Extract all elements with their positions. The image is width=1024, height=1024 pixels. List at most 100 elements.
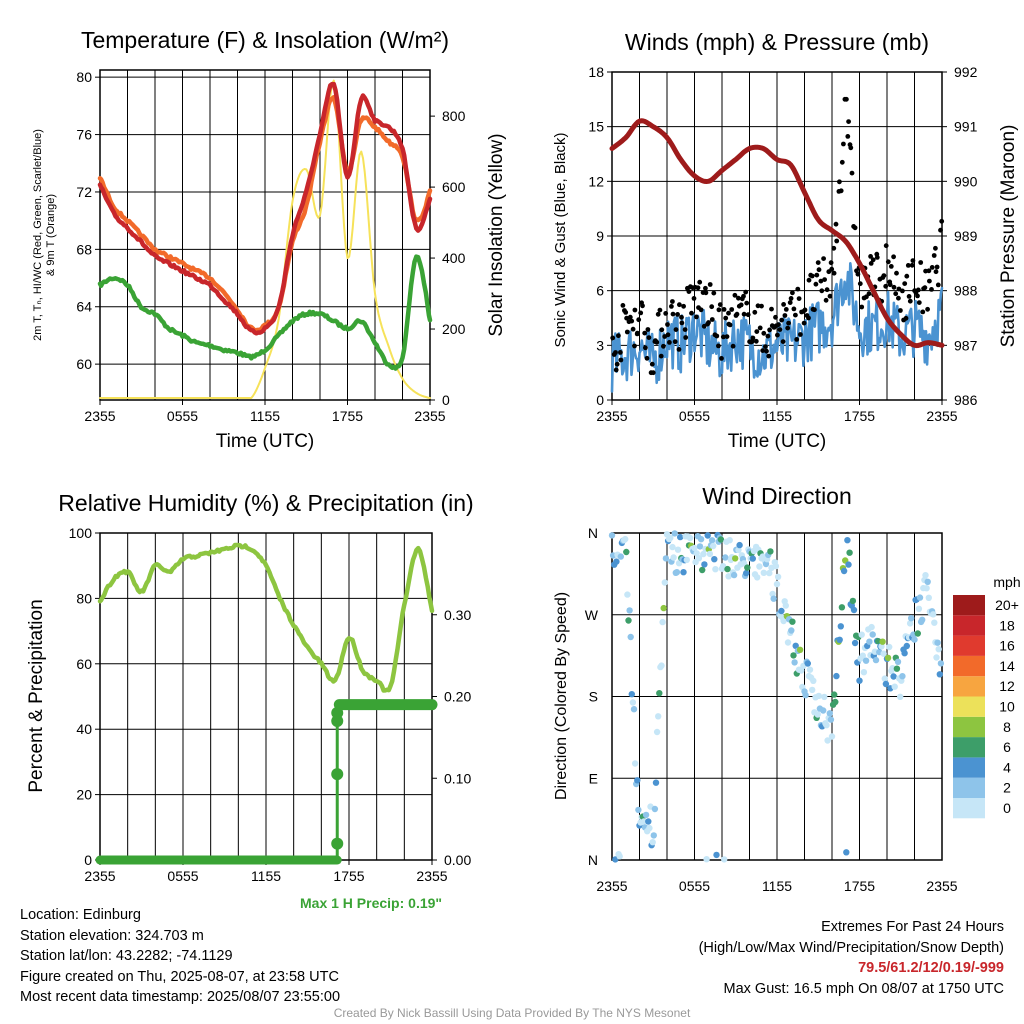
dir-point <box>770 595 777 602</box>
dir-point <box>762 560 770 568</box>
wind-gust-point <box>618 357 624 363</box>
wind-y2-tick-label: 991 <box>954 119 978 135</box>
wind-gust-point <box>661 343 666 349</box>
wind-gust-point <box>823 297 829 303</box>
dir-point <box>906 620 914 627</box>
dir-legend-label: 12 <box>999 678 1015 694</box>
dir-point <box>915 605 923 612</box>
wind-gust-point <box>613 367 619 373</box>
wind-gust-point <box>623 310 629 315</box>
wind-y-tick-label: 6 <box>596 283 604 299</box>
dir-point <box>686 534 694 542</box>
dir-point <box>708 537 716 544</box>
wind-gust-point <box>763 344 768 349</box>
wind-gust-point <box>716 343 721 349</box>
wind-gust-point <box>677 302 682 308</box>
wind-x-tick-label: 2355 <box>926 408 957 424</box>
wind-gust-point <box>833 221 839 227</box>
dir-point <box>933 654 940 661</box>
wind-gust-point <box>781 302 786 307</box>
latlon-text: Station lat/lon: 43.2282; -74.1129 <box>20 948 233 964</box>
dir-point <box>831 691 838 698</box>
dir-point <box>726 537 733 544</box>
wind-gust-point <box>753 338 759 344</box>
wind-gust-point <box>786 320 791 326</box>
wind-y2-tick-label: 988 <box>954 283 978 299</box>
dir-point <box>925 594 932 601</box>
dir-legend-label: 2 <box>1003 780 1011 796</box>
wind-gust-point <box>935 282 941 288</box>
recent-data-text: Most recent data timestamp: 2025/08/07 2… <box>20 989 341 1005</box>
dir-point <box>616 853 623 860</box>
wind-gust-point <box>827 293 833 299</box>
wind-gust-point <box>903 315 909 321</box>
rh-y-tick-label: 100 <box>69 525 93 541</box>
rh-y-tick-label: 60 <box>76 656 92 672</box>
wind-gust-point <box>629 318 635 324</box>
credit-text: Created By Nick Bassill Using Data Provi… <box>333 1006 691 1020</box>
rh-x-tick-label: 1155 <box>251 868 281 884</box>
wind-gust-point <box>898 308 903 313</box>
dir-point <box>868 623 875 631</box>
dir-point <box>653 728 661 736</box>
temp-y2-tick-label: 0 <box>442 392 450 408</box>
dir-legend-swatch <box>953 676 985 697</box>
dir-point <box>924 578 931 585</box>
wind-gust-point <box>658 353 664 359</box>
wind-gust-point <box>780 339 786 344</box>
wind-gust-point <box>883 283 889 289</box>
dir-point <box>696 543 704 550</box>
wind-gust-point <box>837 179 842 185</box>
dir-point <box>766 569 773 577</box>
wind-gust-point <box>683 335 689 340</box>
wind-gust-point <box>934 264 940 270</box>
wind-gust-point <box>759 303 764 309</box>
dir-legend-swatch <box>953 615 985 636</box>
wind-gust-point <box>765 333 771 339</box>
wind-y2-tick-label: 990 <box>954 173 978 189</box>
wind-y-tick-label: 0 <box>596 392 604 408</box>
wind-gust-point <box>743 289 749 295</box>
dir-point <box>649 839 656 846</box>
dir-point <box>833 672 840 680</box>
dir-point <box>810 677 817 684</box>
dir-point <box>749 555 756 562</box>
wind-gust-point <box>745 312 751 318</box>
temp-x-tick-label: 2355 <box>414 408 445 424</box>
wind-gust-point <box>698 307 704 313</box>
dir-point <box>701 561 708 568</box>
wind-gust-point <box>679 320 685 326</box>
dir-point <box>713 851 720 859</box>
dir-legend-swatch <box>953 757 985 778</box>
wind-gust-point <box>900 288 905 294</box>
dir-legend-swatch <box>953 777 985 798</box>
wind-ylabel: Sonic Wind & Gust (Blue, Black) <box>552 132 569 347</box>
precip-point <box>331 706 344 719</box>
dir-point <box>744 564 751 571</box>
wind-gust-point <box>793 312 798 318</box>
wind-gust-point <box>829 266 835 272</box>
dir-point <box>626 607 633 614</box>
dir-point <box>722 554 729 561</box>
dir-point <box>792 642 799 649</box>
wind-gust-point <box>730 343 736 349</box>
dir-point <box>881 675 888 682</box>
wind-gust-point <box>736 295 741 301</box>
wind-gust-point <box>723 315 729 321</box>
dir-point <box>860 669 868 676</box>
dir-x-tick-label: 1155 <box>762 878 792 894</box>
wind-gust-point <box>670 299 675 304</box>
wind-gust-point <box>667 340 672 345</box>
dir-point <box>699 566 706 574</box>
dir-point <box>856 677 863 684</box>
dir-point <box>908 615 915 622</box>
dir-point <box>669 543 676 551</box>
wind-gust-point <box>635 330 640 336</box>
wind-gust-point <box>939 218 945 224</box>
wind-gust-point <box>697 279 703 285</box>
wind-y-tick-label: 18 <box>588 64 604 80</box>
wind-gust-point <box>816 267 822 273</box>
temp-y-tick-label: 76 <box>76 127 92 143</box>
dir-point <box>778 607 785 615</box>
temp-y-tick-label: 68 <box>76 241 92 257</box>
